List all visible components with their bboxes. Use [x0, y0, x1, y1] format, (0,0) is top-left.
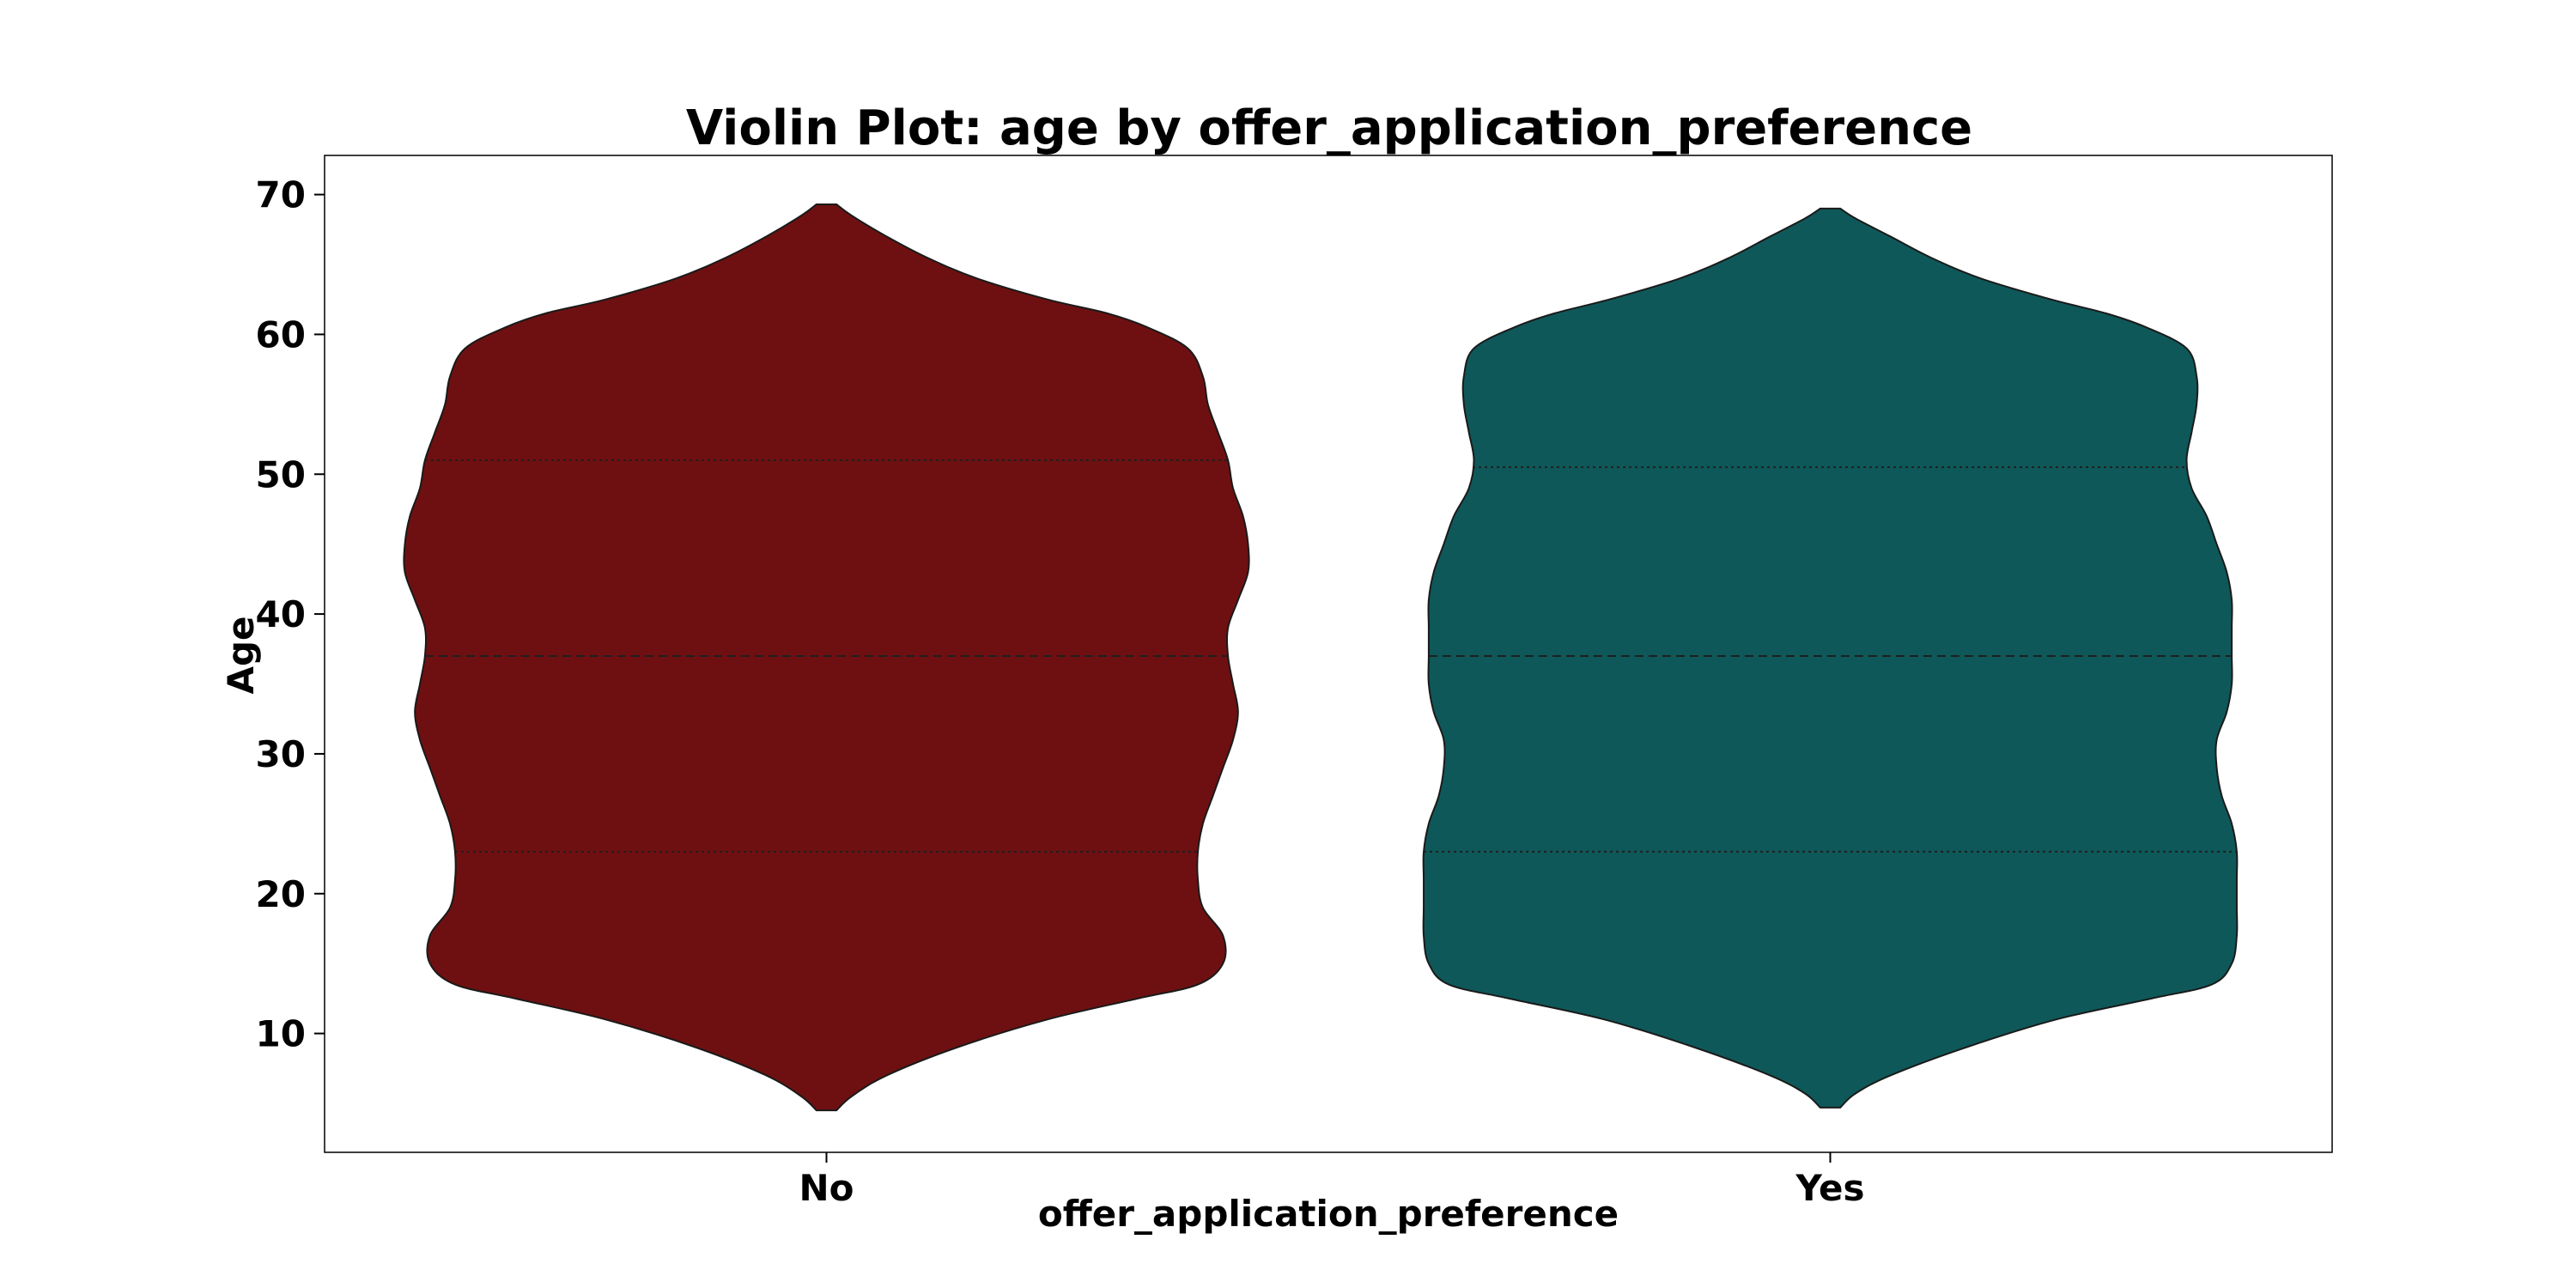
- x-tick-label-yes: Yes: [1795, 1167, 1864, 1209]
- x-axis-label: offer_application_preference: [1038, 1193, 1619, 1235]
- y-tick-label: 70: [256, 174, 306, 216]
- y-tick-label: 10: [256, 1013, 306, 1055]
- violin-yes: [1422, 207, 2239, 1109]
- y-tick-label: 60: [256, 313, 306, 355]
- y-axis-label: Age: [220, 616, 262, 694]
- plot-area-frame: [324, 155, 2333, 1153]
- y-tick-label: 20: [256, 873, 306, 915]
- x-axis: No Yes: [799, 1152, 1865, 1209]
- y-tick-label: 40: [256, 593, 306, 635]
- y-tick-label: 30: [256, 733, 306, 775]
- y-tick-label: 50: [256, 453, 306, 495]
- violin-no: [403, 203, 1250, 1112]
- y-axis: 10 20 30 40 50 60 70: [256, 174, 325, 1055]
- x-tick-label-no: No: [799, 1167, 854, 1209]
- chart-title: Violin Plot: age by offer_application_pr…: [686, 100, 1972, 156]
- violins: [403, 203, 2239, 1112]
